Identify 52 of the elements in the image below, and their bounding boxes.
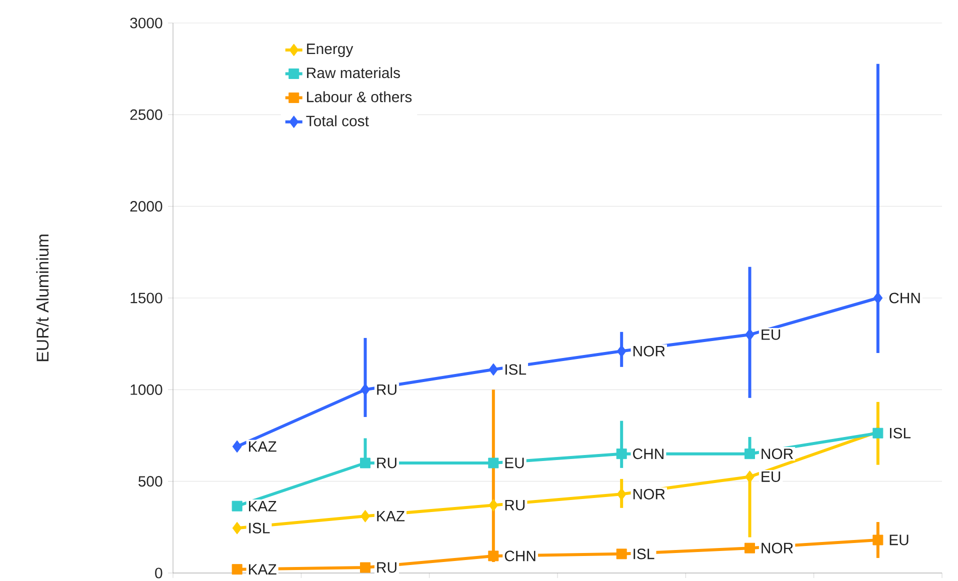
data-label: EU (890, 534, 908, 546)
y-tick-label: 1500 (130, 292, 162, 304)
data-label: KAZ (377, 511, 405, 522)
point (744, 542, 756, 554)
point (745, 470, 755, 483)
point (488, 458, 499, 468)
legend-label: Energy (307, 44, 354, 58)
data-label: CHN (889, 292, 920, 304)
y-axis-title: EUR/t Aluminium (36, 234, 49, 362)
data-label: NOR (762, 542, 793, 554)
y-tick-label: 0 (155, 568, 162, 578)
y-tick-label: 500 (138, 476, 162, 487)
point (360, 510, 370, 522)
point (232, 440, 242, 453)
point (872, 534, 884, 546)
data-label: NOR (634, 488, 665, 500)
data-label: NOR (762, 448, 793, 460)
point (873, 292, 883, 304)
legend-label: Raw materials (307, 67, 400, 78)
point (360, 458, 370, 468)
data-label: RU (377, 458, 396, 468)
data-label: RU (505, 500, 525, 510)
point (744, 448, 756, 460)
data-label: KAZ (249, 564, 276, 574)
data-label: NOR (634, 346, 665, 356)
y-tick-label: 2500 (130, 109, 162, 120)
y-tick-label: 1000 (130, 384, 162, 395)
data-label: KAZ (249, 441, 276, 452)
point (488, 498, 498, 512)
data-label: EU (762, 472, 780, 482)
legend-label: Labour & others (307, 91, 412, 102)
data-label: EU (762, 329, 780, 340)
point (232, 564, 242, 575)
data-label: ISL (505, 364, 526, 375)
point (360, 562, 370, 573)
data-label: RU (377, 562, 396, 573)
data-label: RU (377, 384, 396, 395)
point (232, 522, 242, 534)
data-label: CHN (504, 550, 536, 562)
data-label: ISL (890, 428, 911, 438)
data-label: EU (505, 458, 524, 468)
data-label: ISL (634, 548, 654, 560)
y-tick-label: 3000 (130, 18, 162, 28)
data-label: CHN (633, 448, 664, 460)
legend-label: Total cost (306, 115, 369, 126)
data-label: ISL (249, 522, 270, 534)
point (616, 548, 627, 560)
y-tick-label: 2000 (130, 201, 162, 212)
point (616, 448, 627, 460)
point (488, 363, 498, 376)
point (232, 500, 242, 512)
data-label: KAZ (249, 500, 276, 512)
